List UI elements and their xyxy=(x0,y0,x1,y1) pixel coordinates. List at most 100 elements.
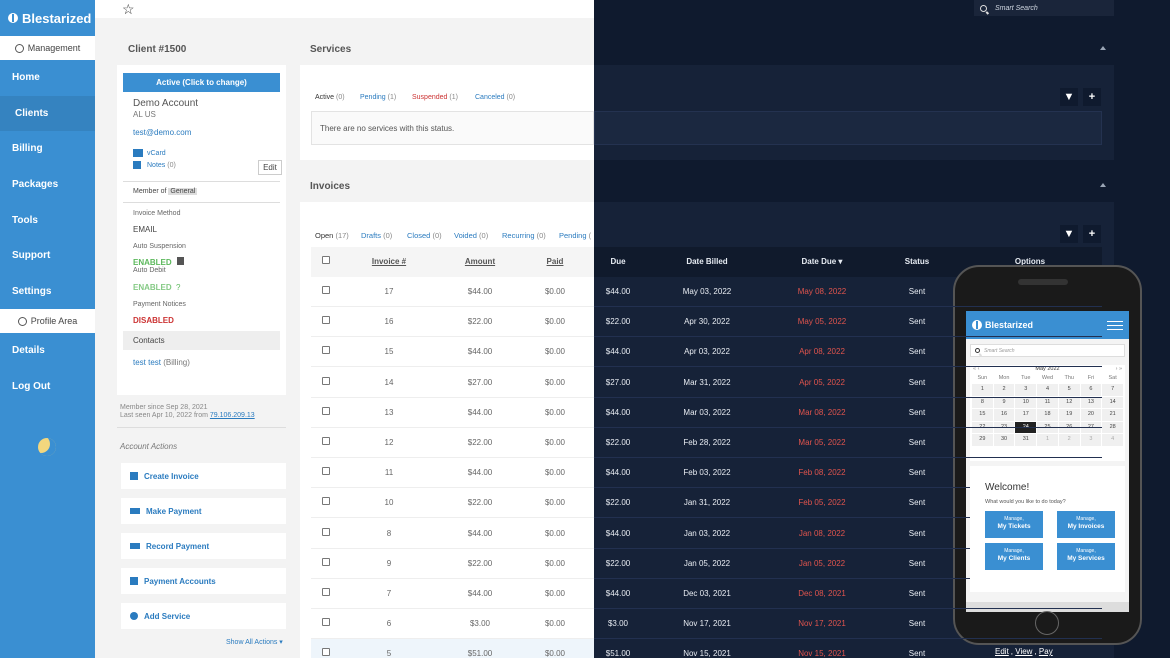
row-checkbox[interactable] xyxy=(322,437,330,445)
calendar-day[interactable]: 15 xyxy=(972,409,993,421)
services-filter-suspended[interactable]: Suspended xyxy=(412,94,448,101)
invoice-filter-closed[interactable]: Closed xyxy=(407,231,431,240)
invoice-number[interactable]: 8 xyxy=(386,528,392,538)
invoice-filter-pending[interactable]: Pending xyxy=(559,231,587,240)
invoice-number[interactable]: 10 xyxy=(384,498,394,508)
services-filter-pending[interactable]: Pending xyxy=(360,94,386,101)
collapse-invoices-icon[interactable] xyxy=(1100,183,1106,187)
row-checkbox[interactable] xyxy=(322,648,330,657)
row-checkbox[interactable] xyxy=(322,527,330,536)
invoice-number[interactable]: 17 xyxy=(384,287,394,296)
col-amount[interactable]: Amount xyxy=(464,257,496,266)
invoice-number[interactable]: 16 xyxy=(384,317,394,327)
my-services-button[interactable]: Manage, My Services xyxy=(1057,543,1115,570)
calendar-day[interactable]: 9 xyxy=(993,396,1015,408)
invoice-filter-recurring[interactable]: Recurring xyxy=(502,231,535,240)
calendar-day[interactable]: 1 xyxy=(1037,434,1058,446)
calendar-day[interactable]: 8 xyxy=(972,396,993,408)
view-link[interactable]: View xyxy=(1015,647,1033,656)
sidebar-item-packages[interactable]: Packages xyxy=(12,179,59,191)
col-due[interactable]: Due xyxy=(610,257,626,266)
brand-logo[interactable]: Blestarized xyxy=(0,0,95,36)
calendar-day[interactable]: 3 xyxy=(1080,434,1102,446)
invoice-number[interactable]: 9 xyxy=(386,558,392,568)
sidebar-item-settings[interactable]: Settings xyxy=(12,285,52,297)
invoices-filter-icon[interactable]: ▼ xyxy=(1060,225,1078,243)
row-checkbox[interactable] xyxy=(322,497,330,506)
services-filter-canceled[interactable]: Canceled xyxy=(475,94,505,101)
make-payment-button[interactable]: Make Payment xyxy=(121,498,286,524)
col-status[interactable]: Status xyxy=(904,257,930,266)
invoice-number[interactable]: 7 xyxy=(386,589,392,598)
star-icon[interactable]: ☆ xyxy=(122,1,135,17)
dark-mode-moon-icon[interactable] xyxy=(38,438,56,456)
calendar-day[interactable]: 11 xyxy=(1037,396,1058,408)
add-service-button[interactable]: Add Service xyxy=(121,603,286,629)
vcard-link[interactable]: vCard xyxy=(147,150,166,157)
calendar-icon[interactable] xyxy=(177,257,184,265)
calendar-day[interactable]: 20 xyxy=(1080,409,1102,421)
calendar-prev[interactable]: « ‹ xyxy=(973,366,980,372)
sidebar-item-support[interactable]: Support xyxy=(12,250,51,262)
sidebar-item-clients[interactable]: Clients xyxy=(0,95,95,132)
phone-search-input[interactable]: Smart Search xyxy=(970,344,1125,357)
auto-suspension-value[interactable]: ENABLED xyxy=(133,258,172,267)
profile-area-switch[interactable]: Profile Area xyxy=(0,309,95,334)
calendar-day[interactable]: 16 xyxy=(993,409,1015,421)
calendar-day[interactable]: 17 xyxy=(1015,409,1037,421)
sidebar-item-logout[interactable]: Log Out xyxy=(12,381,51,393)
calendar-day[interactable]: 19 xyxy=(1058,409,1080,421)
row-checkbox[interactable] xyxy=(322,286,330,294)
row-checkbox[interactable] xyxy=(322,467,330,476)
status-button[interactable]: Active (Click to change) xyxy=(123,73,280,92)
invoice-number[interactable]: 15 xyxy=(384,347,394,357)
col-invoice-num[interactable]: Invoice # xyxy=(371,257,407,266)
invoice-number[interactable]: 5 xyxy=(386,649,392,658)
calendar-day[interactable]: 1 xyxy=(972,384,993,396)
invoices-add-icon[interactable]: + xyxy=(1083,225,1101,243)
my-clients-button[interactable]: Manage, My Clients xyxy=(985,543,1043,570)
invoice-number[interactable]: 11 xyxy=(384,468,394,478)
row-checkbox[interactable] xyxy=(322,406,330,415)
calendar-day[interactable]: 13 xyxy=(1080,396,1102,408)
sidebar-item-tools[interactable]: Tools xyxy=(12,214,38,226)
calendar-next[interactable]: › » xyxy=(1115,366,1122,372)
calendar-day[interactable]: 30 xyxy=(993,434,1015,446)
services-filter-active[interactable]: Active xyxy=(315,94,335,101)
menu-icon[interactable] xyxy=(1107,321,1123,330)
calendar-day[interactable]: 18 xyxy=(1037,409,1058,421)
invoice-filter-voided[interactable]: Voided xyxy=(454,231,477,240)
create-invoice-button[interactable]: Create Invoice xyxy=(121,463,286,489)
invoice-filter-drafts[interactable]: Drafts xyxy=(361,231,382,240)
calendar-day[interactable]: 10 xyxy=(1015,396,1037,408)
calendar-day[interactable]: 21 xyxy=(1102,409,1123,421)
last-ip-link[interactable]: 79.106.209.13 xyxy=(209,412,255,419)
invoice-number[interactable]: 13 xyxy=(384,407,394,417)
calendar-day[interactable]: 2 xyxy=(1058,434,1080,446)
col-paid[interactable]: Paid xyxy=(546,257,564,266)
edit-button[interactable]: Edit xyxy=(258,160,282,175)
my-tickets-button[interactable]: Manage, My Tickets xyxy=(985,511,1043,538)
sidebar-item-home[interactable]: Home xyxy=(12,72,40,84)
payment-notices-value[interactable]: DISABLED xyxy=(133,316,174,325)
calendar-day[interactable]: 5 xyxy=(1058,384,1080,396)
calendar-day[interactable]: 12 xyxy=(1058,396,1080,408)
row-checkbox[interactable] xyxy=(322,588,330,596)
calendar-day[interactable]: 4 xyxy=(1037,384,1058,396)
row-checkbox[interactable] xyxy=(322,376,330,385)
calendar-day[interactable]: 31 xyxy=(1015,434,1037,446)
row-checkbox[interactable] xyxy=(322,618,330,627)
record-payment-button[interactable]: Record Payment xyxy=(121,533,286,559)
invoice-number[interactable]: 12 xyxy=(384,438,394,447)
row-checkbox[interactable] xyxy=(322,316,330,325)
pay-link[interactable]: Pay xyxy=(1038,647,1053,656)
sidebar-item-billing[interactable]: Billing xyxy=(12,143,43,155)
calendar-day[interactable]: 29 xyxy=(972,434,993,446)
calendar-day[interactable]: 4 xyxy=(1102,434,1123,446)
calendar-day[interactable]: 2 xyxy=(993,384,1015,396)
calendar-day[interactable]: 6 xyxy=(1080,384,1102,396)
edit-link[interactable]: Edit xyxy=(995,647,1009,656)
search-input[interactable]: Smart Search xyxy=(995,4,1038,12)
calendar-day[interactable]: 28 xyxy=(1102,421,1123,433)
invoice-number[interactable]: 14 xyxy=(384,377,394,387)
